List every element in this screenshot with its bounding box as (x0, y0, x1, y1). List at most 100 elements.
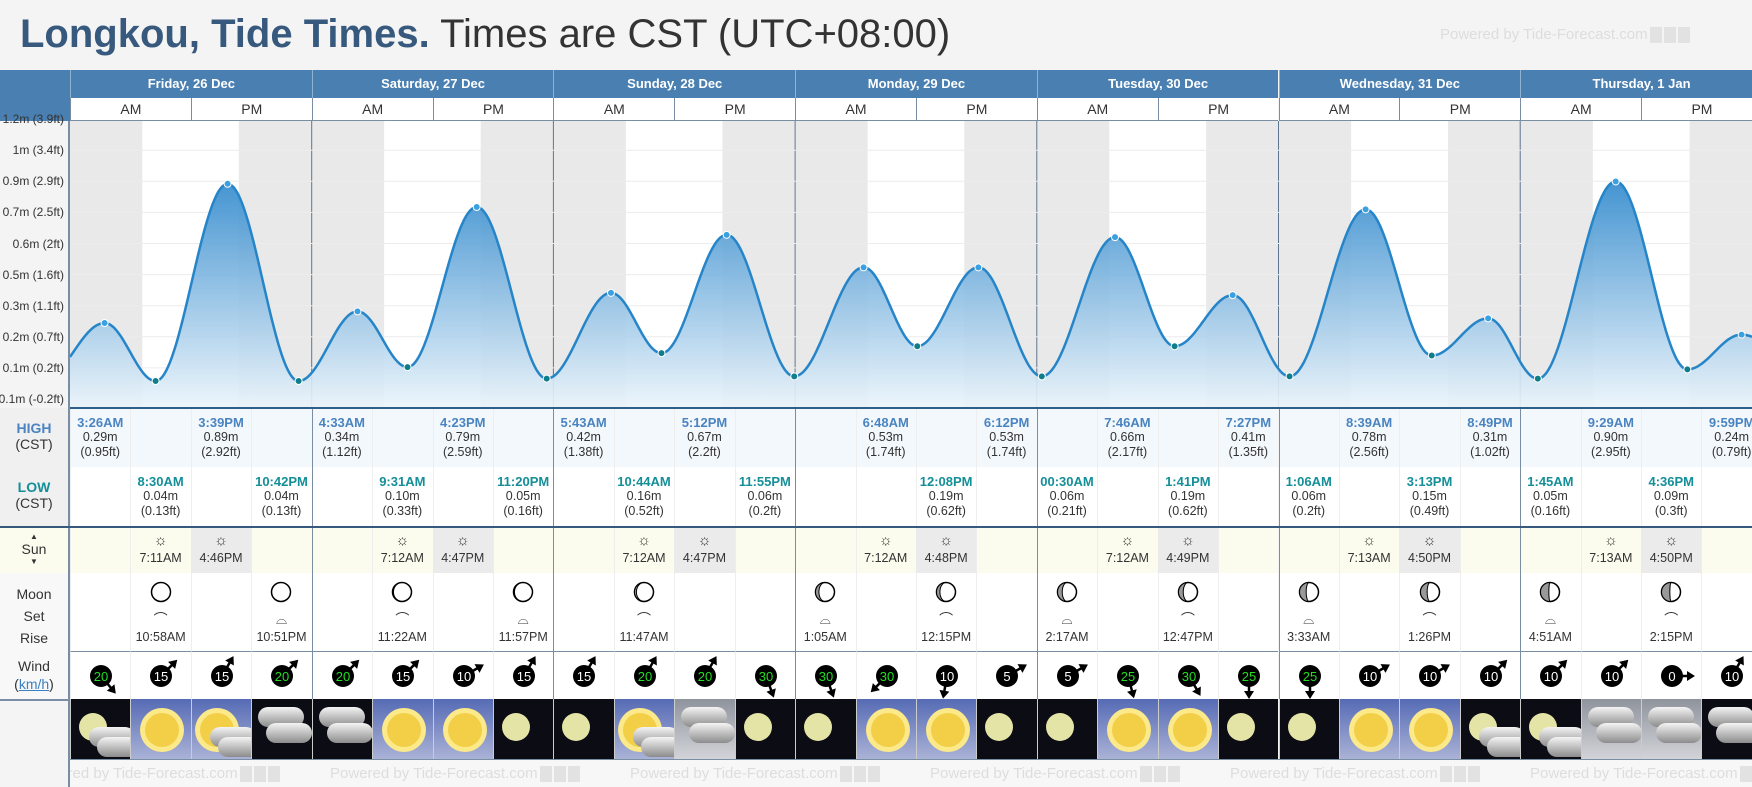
tide-height-m: 0.89m (203, 430, 239, 444)
moon-icon (1045, 713, 1074, 741)
wind-label-text: Wind (18, 658, 50, 674)
sun-cell (613, 528, 675, 573)
moonset-icon: ⌓ (275, 611, 288, 627)
tide-height-ft: (2.59ft) (442, 445, 483, 459)
sunset-time: 4:50PM (1649, 551, 1693, 565)
day-header: Saturday, 27 Dec (311, 70, 554, 98)
moonrise-time: 10:58AM (135, 630, 186, 644)
low-tide-marker (403, 363, 412, 372)
low-cell (190, 467, 252, 526)
moon-phase-icon (1177, 581, 1199, 603)
wind-speed: 10 (1484, 669, 1498, 684)
wind-arrow-icon: 30 (1177, 665, 1201, 696)
tide-height-m: 0.19m (928, 489, 964, 503)
moon-phase-icon (1298, 581, 1319, 603)
tide-height-m: 0.19m (1170, 489, 1206, 503)
moonrise-entry: ⌒ 1:26PM (1399, 575, 1459, 644)
wind-speed: 10 (1423, 669, 1437, 684)
high-cell (1399, 408, 1460, 467)
moon-cell (432, 573, 493, 652)
moon-phase-icon (512, 581, 534, 603)
weather-icon-day-sun (130, 699, 191, 759)
tide-height-m: 0.53m (989, 430, 1024, 444)
wind-cell: 30 (855, 652, 916, 699)
wind-cell: 10 (1459, 652, 1521, 699)
tide-height-ft: (1.02ft) (1470, 445, 1510, 459)
moon-phase-icon (815, 581, 836, 603)
sunset-icon: ☼ (1180, 532, 1195, 549)
weather-icon-night-moon-cloud (1520, 699, 1581, 759)
moonrise-entry: ⌒ 2:15PM (1641, 575, 1701, 644)
day-separator (1036, 408, 1038, 699)
high-cell (1218, 408, 1279, 467)
tide-height-m: 0.66m (1110, 430, 1145, 444)
sun-icon (145, 713, 180, 747)
low-tide-entry: 11:55PM 0.06m (0.2ft) (735, 467, 795, 519)
high-tide-entry: 3:39PM 0.89m (2.92ft) (191, 408, 251, 460)
footer-watermark: Powered by Tide-Forecast.com Powered by T… (70, 759, 1752, 787)
tide-height-m: 0.78m (1351, 430, 1387, 444)
high-tide-entry: 5:43AM 0.42m (1.38ft) (553, 408, 613, 460)
moon-phase-icon (1540, 581, 1561, 603)
moon-cell (70, 573, 131, 652)
weather-icon-grey-cloud (1641, 699, 1702, 759)
wind-speed: 10 (1363, 669, 1377, 684)
sunrise-icon: ☼ (878, 532, 893, 549)
wind-speed: 15 (215, 669, 229, 684)
y-axis-label: 1m (3.4ft) (12, 143, 64, 158)
low-cell (553, 467, 614, 526)
day-separator (311, 408, 313, 699)
moon-icon (804, 713, 833, 741)
wind-unit-link[interactable]: km/h (18, 676, 50, 692)
weather-icon-day-sun (1097, 699, 1158, 759)
weather-icon-night-moon (492, 699, 554, 759)
tide-height-ft: (0.62ft) (1168, 504, 1208, 518)
wind-arrow-icon: 25 (1298, 665, 1321, 699)
low-label: LOW (CST) (0, 467, 70, 526)
wind-arrow-icon: 25 (1238, 665, 1261, 699)
high-cell (1278, 408, 1339, 467)
sun-cell (855, 528, 916, 573)
sun-cell (976, 528, 1037, 573)
sun-cell (1520, 528, 1581, 573)
low-tide-entry: 00:30AM 0.06m (0.21ft) (1037, 467, 1097, 519)
day-header: Sunday, 28 Dec (553, 70, 796, 98)
high-tide-time: 8:39AM (1346, 415, 1393, 430)
tide-height-ft: (1.35ft) (1228, 445, 1269, 459)
y-axis-label: -0.1m (-0.2ft) (0, 392, 64, 406)
wind-cell: 15 (553, 652, 614, 699)
moon-icon (1287, 713, 1316, 741)
powered-by-watermark: Powered by Tide-Forecast.com (630, 765, 880, 783)
low-tide-entry: 10:44AM 0.16m (0.52ft) (614, 467, 674, 519)
cloud-icon (689, 723, 735, 743)
sun-icon (387, 713, 422, 747)
y-axis-label: 0.1m (0.2ft) (2, 360, 64, 375)
moon-icon (562, 713, 591, 741)
sun-label[interactable]: ▲ Sun ▼ (0, 527, 70, 573)
tide-height-m: 0.06m (747, 489, 783, 503)
high-cell (432, 408, 493, 467)
high-cell (1459, 408, 1521, 467)
moon-cell (311, 573, 373, 652)
wind-cell: 20 (251, 652, 312, 699)
low-tide-entry: 3:13PM 0.15m (0.49ft) (1399, 467, 1459, 519)
wind-cell: 15 (130, 652, 191, 699)
sun-cell (734, 528, 796, 573)
tide-height-m: 0.16m (626, 489, 662, 503)
tide-height-ft: (2.2ft) (688, 445, 721, 459)
sunrise-time: 7:13AM (1347, 551, 1391, 565)
sunset-icon: ☼ (455, 532, 470, 549)
powered-by-text: Powered by Tide-Forecast.com (1530, 765, 1738, 782)
cloud-icon (1587, 707, 1634, 727)
low-tide-entry: 1:06AM 0.06m (0.2ft) (1279, 467, 1339, 519)
low-tide-entry: 12:08PM 0.19m (0.62ft) (916, 467, 976, 519)
low-tide-marker (1170, 342, 1179, 351)
high-label-text: HIGH (16, 420, 52, 436)
cloud-icon (1708, 707, 1752, 727)
low-tide-time: 10:42PM (255, 474, 308, 489)
high-tide-entry: 4:23PM 0.79m (2.59ft) (433, 408, 493, 460)
high-cell (1338, 408, 1400, 467)
weather-icon-day-sun (432, 699, 493, 759)
sun-icon (1112, 713, 1147, 747)
moonset-icon: ⌓ (1544, 611, 1556, 627)
